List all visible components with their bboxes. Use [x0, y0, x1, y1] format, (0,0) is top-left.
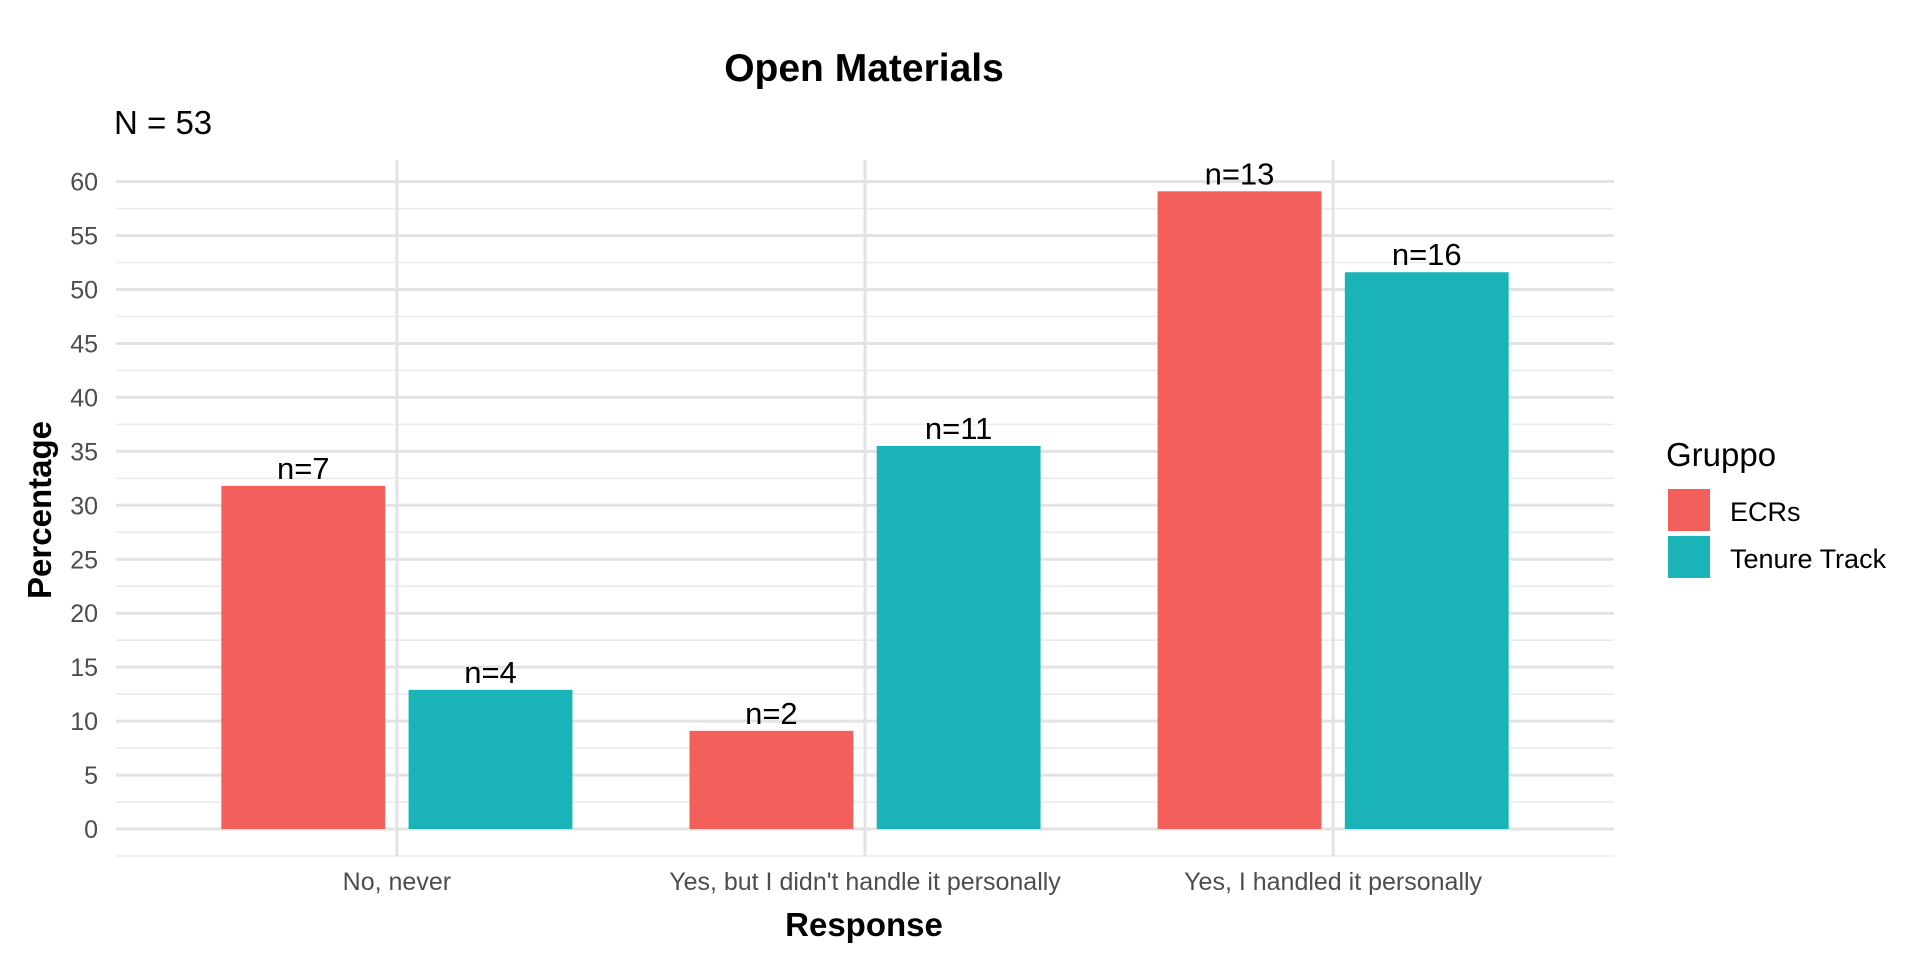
- bars: [221, 191, 1509, 830]
- y-tick-label: 60: [70, 169, 98, 197]
- bar: [221, 485, 386, 830]
- y-axis-ticks: 0 5 10 15 20 25 30 35 40 45 50 55 60: [70, 169, 98, 844]
- bar-label: n=13: [1205, 156, 1275, 191]
- bar: [408, 689, 573, 830]
- legend-swatch-tenure-track: [1668, 536, 1710, 578]
- bar: [1157, 191, 1322, 830]
- y-tick-label: 25: [70, 546, 98, 574]
- legend-label-tenure-track: Tenure Track: [1730, 544, 1887, 574]
- x-tick-label: No, never: [343, 868, 451, 896]
- y-tick-label: 45: [70, 330, 98, 358]
- legend-swatch-ecrs: [1668, 489, 1710, 531]
- bar-label: n=16: [1392, 237, 1462, 272]
- y-tick-label: 15: [70, 654, 98, 682]
- y-tick-label: 30: [70, 492, 98, 520]
- y-axis-title: Percentage: [21, 421, 58, 599]
- x-axis-title: Response: [785, 906, 943, 943]
- legend-label-ecrs: ECRs: [1730, 497, 1801, 527]
- bar-labels: n=7 n=2 n=13 n=4 n=11 n=16: [277, 156, 1462, 731]
- bar-label: n=2: [745, 696, 798, 731]
- legend-title: Gruppo: [1666, 436, 1776, 473]
- bar: [876, 445, 1041, 830]
- chart-subtitle: N = 53: [114, 104, 212, 141]
- y-tick-label: 55: [70, 223, 98, 251]
- y-tick-label: 0: [84, 816, 98, 844]
- x-axis-ticks: No, never Yes, but I didn't handle it per…: [343, 868, 1483, 896]
- x-tick-label: Yes, I handled it personally: [1184, 868, 1482, 896]
- y-tick-label: 50: [70, 276, 98, 304]
- legend: Gruppo ECRs Tenure Track: [1666, 436, 1887, 578]
- y-tick-label: 10: [70, 708, 98, 736]
- bar: [1344, 272, 1509, 830]
- y-tick-label: 5: [84, 762, 98, 790]
- bar-label: n=11: [925, 411, 993, 446]
- x-tick-label: Yes, but I didn't handle it personally: [669, 868, 1061, 896]
- chart-title: Open Materials: [724, 47, 1004, 90]
- y-tick-label: 40: [70, 384, 98, 412]
- bar-label: n=7: [277, 451, 330, 486]
- bar: [689, 730, 854, 830]
- bar-label: n=4: [464, 655, 517, 690]
- y-tick-label: 20: [70, 600, 98, 628]
- y-tick-label: 35: [70, 438, 98, 466]
